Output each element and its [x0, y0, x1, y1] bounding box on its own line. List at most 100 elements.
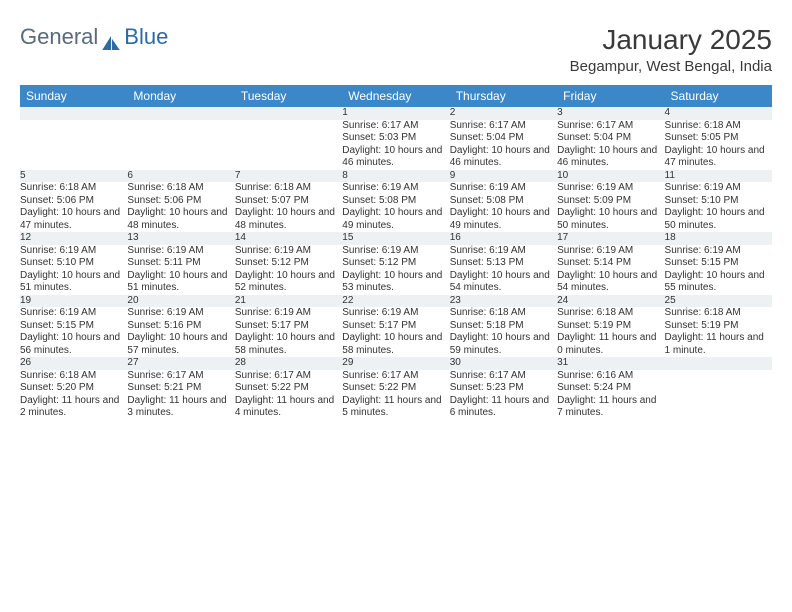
- sunset-text: Sunset: 5:15 PM: [665, 257, 772, 270]
- sunset-text: Sunset: 5:03 PM: [342, 132, 449, 145]
- sunrise-text: Sunrise: 6:18 AM: [557, 307, 664, 320]
- daylight-text: Daylight: 10 hours and 58 minutes.: [342, 332, 449, 357]
- day-number-cell: 25: [665, 295, 772, 308]
- daylight-text: Daylight: 10 hours and 46 minutes.: [557, 145, 664, 170]
- day-number-cell: 5: [20, 170, 127, 183]
- daylight-text: Daylight: 11 hours and 3 minutes.: [127, 395, 234, 420]
- sunrise-text: Sunrise: 6:19 AM: [557, 245, 664, 258]
- brand-part1: General: [20, 24, 98, 50]
- day-detail-row: Sunrise: 6:19 AMSunset: 5:10 PMDaylight:…: [20, 245, 772, 295]
- day-number-cell: 14: [235, 232, 342, 245]
- day-number-cell: 6: [127, 170, 234, 183]
- day-detail-cell: [665, 370, 772, 420]
- sunrise-text: Sunrise: 6:18 AM: [127, 182, 234, 195]
- day-detail-cell: Sunrise: 6:19 AMSunset: 5:08 PMDaylight:…: [450, 182, 557, 232]
- sunrise-text: Sunrise: 6:19 AM: [450, 245, 557, 258]
- daylight-text: Daylight: 10 hours and 52 minutes.: [235, 270, 342, 295]
- daylight-text: Daylight: 11 hours and 4 minutes.: [235, 395, 342, 420]
- sunset-text: Sunset: 5:13 PM: [450, 257, 557, 270]
- day-number-cell: 28: [235, 357, 342, 370]
- day-detail-cell: Sunrise: 6:17 AMSunset: 5:22 PMDaylight:…: [342, 370, 449, 420]
- day-detail-cell: Sunrise: 6:19 AMSunset: 5:13 PMDaylight:…: [450, 245, 557, 295]
- sunset-text: Sunset: 5:07 PM: [235, 195, 342, 208]
- daylight-text: Daylight: 10 hours and 54 minutes.: [450, 270, 557, 295]
- sunrise-text: Sunrise: 6:18 AM: [20, 370, 127, 383]
- day-number-cell: 7: [235, 170, 342, 183]
- weekday-header: Tuesday: [235, 85, 342, 107]
- sunset-text: Sunset: 5:12 PM: [235, 257, 342, 270]
- day-detail-cell: Sunrise: 6:19 AMSunset: 5:15 PMDaylight:…: [20, 307, 127, 357]
- daylight-text: Daylight: 10 hours and 47 minutes.: [665, 145, 772, 170]
- sunrise-text: Sunrise: 6:19 AM: [127, 245, 234, 258]
- day-number-cell: 4: [665, 107, 772, 120]
- sunrise-text: Sunrise: 6:18 AM: [235, 182, 342, 195]
- day-number-cell: 15: [342, 232, 449, 245]
- sunset-text: Sunset: 5:15 PM: [20, 320, 127, 333]
- day-detail-cell: [127, 120, 234, 170]
- day-detail-cell: Sunrise: 6:19 AMSunset: 5:12 PMDaylight:…: [342, 245, 449, 295]
- day-number-cell: 13: [127, 232, 234, 245]
- sunset-text: Sunset: 5:08 PM: [342, 195, 449, 208]
- sunset-text: Sunset: 5:20 PM: [20, 382, 127, 395]
- day-detail-cell: Sunrise: 6:19 AMSunset: 5:17 PMDaylight:…: [342, 307, 449, 357]
- location-label: Begampur, West Bengal, India: [570, 58, 772, 75]
- sunset-text: Sunset: 5:23 PM: [450, 382, 557, 395]
- day-number-cell: 24: [557, 295, 664, 308]
- day-number-cell: 9: [450, 170, 557, 183]
- daylight-text: Daylight: 11 hours and 5 minutes.: [342, 395, 449, 420]
- brand-part2: Blue: [124, 24, 168, 50]
- sunset-text: Sunset: 5:06 PM: [20, 195, 127, 208]
- daylight-text: Daylight: 11 hours and 7 minutes.: [557, 395, 664, 420]
- day-number-cell: 27: [127, 357, 234, 370]
- daylight-text: Daylight: 10 hours and 47 minutes.: [20, 207, 127, 232]
- sunrise-text: Sunrise: 6:17 AM: [342, 120, 449, 133]
- day-detail-cell: Sunrise: 6:19 AMSunset: 5:09 PMDaylight:…: [557, 182, 664, 232]
- daylight-text: Daylight: 11 hours and 0 minutes.: [557, 332, 664, 357]
- day-detail-cell: Sunrise: 6:19 AMSunset: 5:17 PMDaylight:…: [235, 307, 342, 357]
- weekday-header: Monday: [127, 85, 234, 107]
- sunset-text: Sunset: 5:19 PM: [665, 320, 772, 333]
- daylight-text: Daylight: 10 hours and 46 minutes.: [342, 145, 449, 170]
- sunset-text: Sunset: 5:17 PM: [235, 320, 342, 333]
- day-number-cell: 8: [342, 170, 449, 183]
- weekday-header: Thursday: [450, 85, 557, 107]
- day-detail-cell: Sunrise: 6:17 AMSunset: 5:22 PMDaylight:…: [235, 370, 342, 420]
- daylight-text: Daylight: 10 hours and 55 minutes.: [665, 270, 772, 295]
- sunrise-text: Sunrise: 6:17 AM: [342, 370, 449, 383]
- sunrise-text: Sunrise: 6:17 AM: [127, 370, 234, 383]
- day-detail-cell: Sunrise: 6:17 AMSunset: 5:04 PMDaylight:…: [450, 120, 557, 170]
- sunset-text: Sunset: 5:10 PM: [665, 195, 772, 208]
- sunset-text: Sunset: 5:22 PM: [235, 382, 342, 395]
- day-number-cell: 22: [342, 295, 449, 308]
- day-detail-cell: [20, 120, 127, 170]
- daylight-text: Daylight: 10 hours and 48 minutes.: [127, 207, 234, 232]
- daylight-text: Daylight: 10 hours and 58 minutes.: [235, 332, 342, 357]
- day-number-cell: [127, 107, 234, 120]
- day-detail-cell: Sunrise: 6:17 AMSunset: 5:04 PMDaylight:…: [557, 120, 664, 170]
- sunrise-text: Sunrise: 6:19 AM: [20, 245, 127, 258]
- daylight-text: Daylight: 10 hours and 51 minutes.: [20, 270, 127, 295]
- sunset-text: Sunset: 5:24 PM: [557, 382, 664, 395]
- day-number-cell: [665, 357, 772, 370]
- sunset-text: Sunset: 5:09 PM: [557, 195, 664, 208]
- sunset-text: Sunset: 5:16 PM: [127, 320, 234, 333]
- sunset-text: Sunset: 5:12 PM: [342, 257, 449, 270]
- day-number-cell: 1: [342, 107, 449, 120]
- sunrise-text: Sunrise: 6:17 AM: [450, 370, 557, 383]
- day-number-cell: 20: [127, 295, 234, 308]
- day-number-cell: 11: [665, 170, 772, 183]
- sunrise-text: Sunrise: 6:17 AM: [557, 120, 664, 133]
- day-number-row: 19202122232425: [20, 295, 772, 308]
- day-number-cell: [20, 107, 127, 120]
- weekday-header: Friday: [557, 85, 664, 107]
- sail-icon: [102, 30, 120, 44]
- daylight-text: Daylight: 10 hours and 54 minutes.: [557, 270, 664, 295]
- sunrise-text: Sunrise: 6:19 AM: [665, 182, 772, 195]
- sunset-text: Sunset: 5:04 PM: [450, 132, 557, 145]
- calendar-header-row: SundayMondayTuesdayWednesdayThursdayFrid…: [20, 85, 772, 107]
- day-number-cell: 16: [450, 232, 557, 245]
- sunrise-text: Sunrise: 6:19 AM: [342, 307, 449, 320]
- daylight-text: Daylight: 10 hours and 59 minutes.: [450, 332, 557, 357]
- day-number-cell: 23: [450, 295, 557, 308]
- day-number-row: 262728293031: [20, 357, 772, 370]
